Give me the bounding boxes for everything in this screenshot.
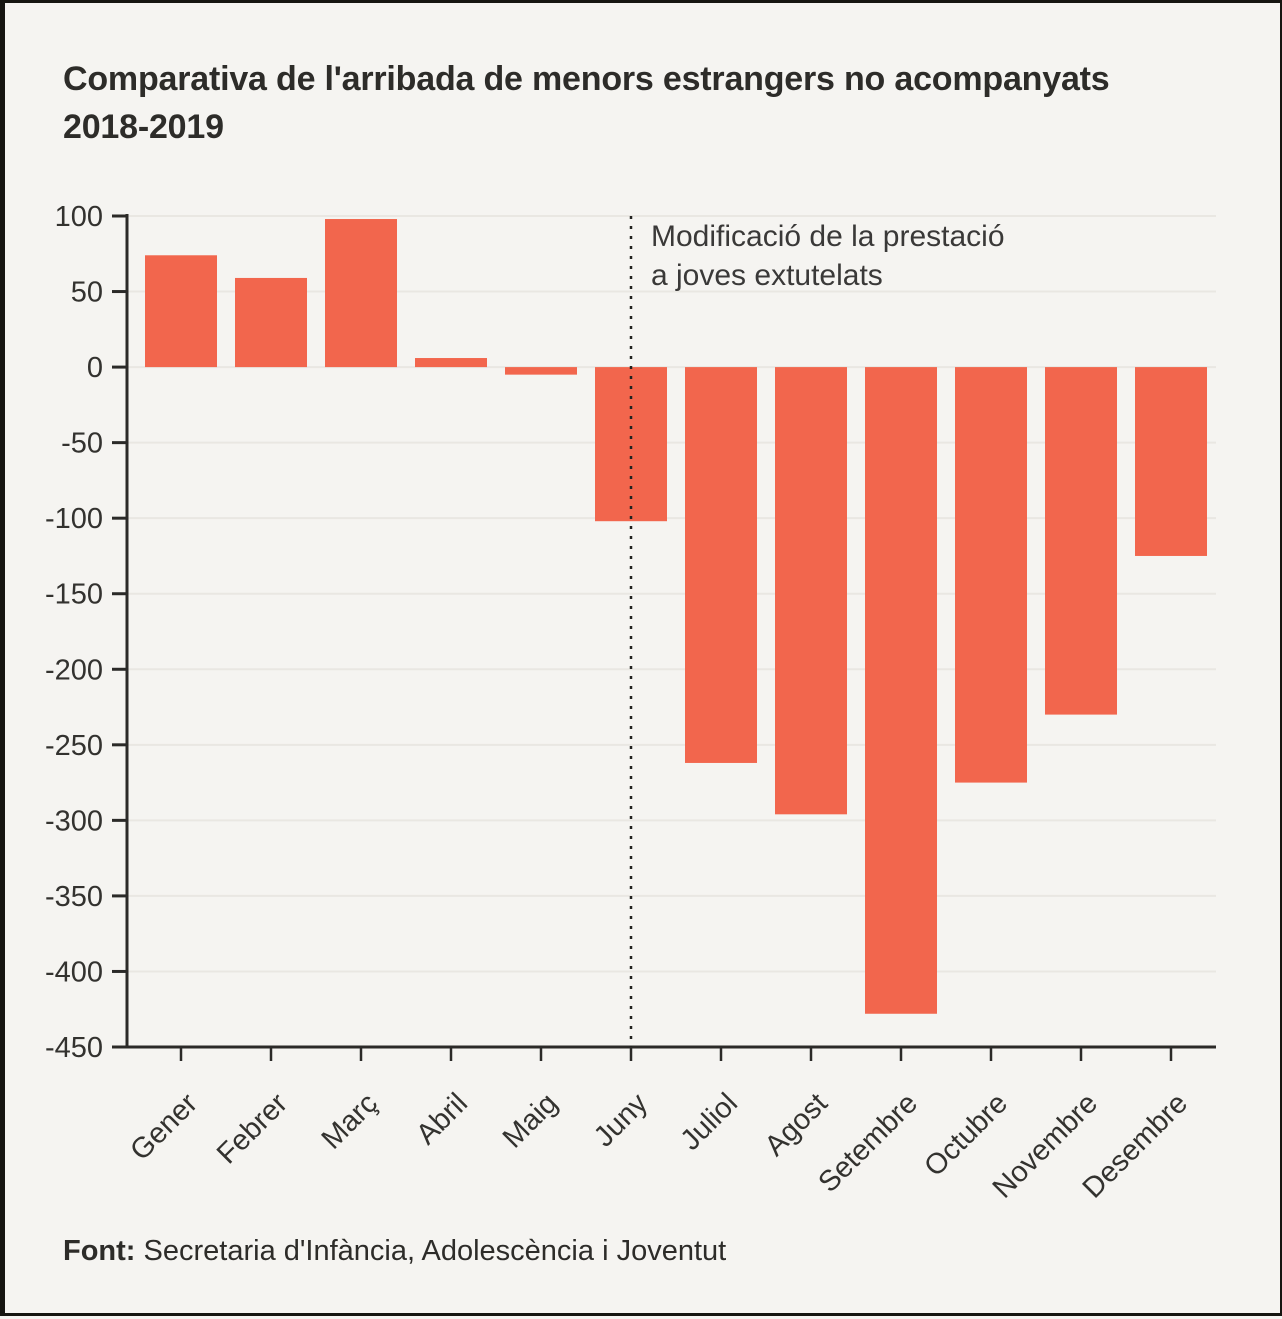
bar-juny	[595, 367, 667, 522]
chart-source: Font: Secretaria d'Infància, Adolescènci…	[63, 1235, 726, 1268]
chart-svg: 100 50 0 -50 -100 -150 -200 -250 -300 -350 -400 -45…	[45, 201, 1216, 1205]
annotation-line: Modificació de la prestació	[651, 220, 1005, 253]
bar-setembre	[865, 367, 937, 1014]
x-axis-label: Febrer	[211, 1087, 294, 1170]
bar-novembre	[1045, 367, 1117, 715]
bar-maig	[505, 367, 577, 375]
x-axis-label: Juliol	[675, 1087, 744, 1156]
y-axis-label: 0	[87, 352, 103, 384]
bar-octubre	[955, 367, 1027, 783]
y-axis-label: -200	[45, 654, 103, 686]
x-axis-label: Abril	[410, 1087, 474, 1151]
bar-febrer	[235, 277, 307, 368]
x-axis-label: Setembre	[812, 1087, 924, 1199]
y-axis-label: -400	[45, 956, 103, 988]
source-text: Secretaria d'Infància, Adolescència i Jo…	[143, 1235, 727, 1267]
x-axis-label: Gener	[124, 1087, 204, 1167]
bar-abril	[415, 358, 487, 368]
y-axis-label: -300	[45, 805, 103, 837]
bar-desembre	[1135, 367, 1207, 556]
chart-title: Comparativa de l'arribada de menors estr…	[63, 60, 1110, 147]
y-axis-label: -250	[45, 730, 103, 762]
bar-mar	[325, 219, 397, 368]
y-axis-label: -100	[45, 503, 103, 535]
bar-agost	[775, 367, 847, 815]
bar-gener	[145, 255, 217, 368]
x-axis-label: Març	[316, 1087, 384, 1155]
y-axis-label: -450	[45, 1032, 103, 1064]
x-axis-label: Juny	[588, 1087, 654, 1153]
x-axis-label: Maig	[497, 1087, 564, 1154]
annotation-line: a joves extutelats	[651, 259, 883, 292]
bar-juliol	[685, 367, 757, 763]
y-axis-label: -150	[45, 579, 103, 611]
source-label: Font:	[63, 1235, 136, 1267]
x-axis-label: Agost	[759, 1087, 834, 1162]
y-axis-label: 100	[55, 201, 103, 233]
y-axis-label: -50	[61, 428, 103, 460]
y-axis-label: -350	[45, 881, 103, 913]
y-axis-label: 50	[71, 277, 103, 309]
